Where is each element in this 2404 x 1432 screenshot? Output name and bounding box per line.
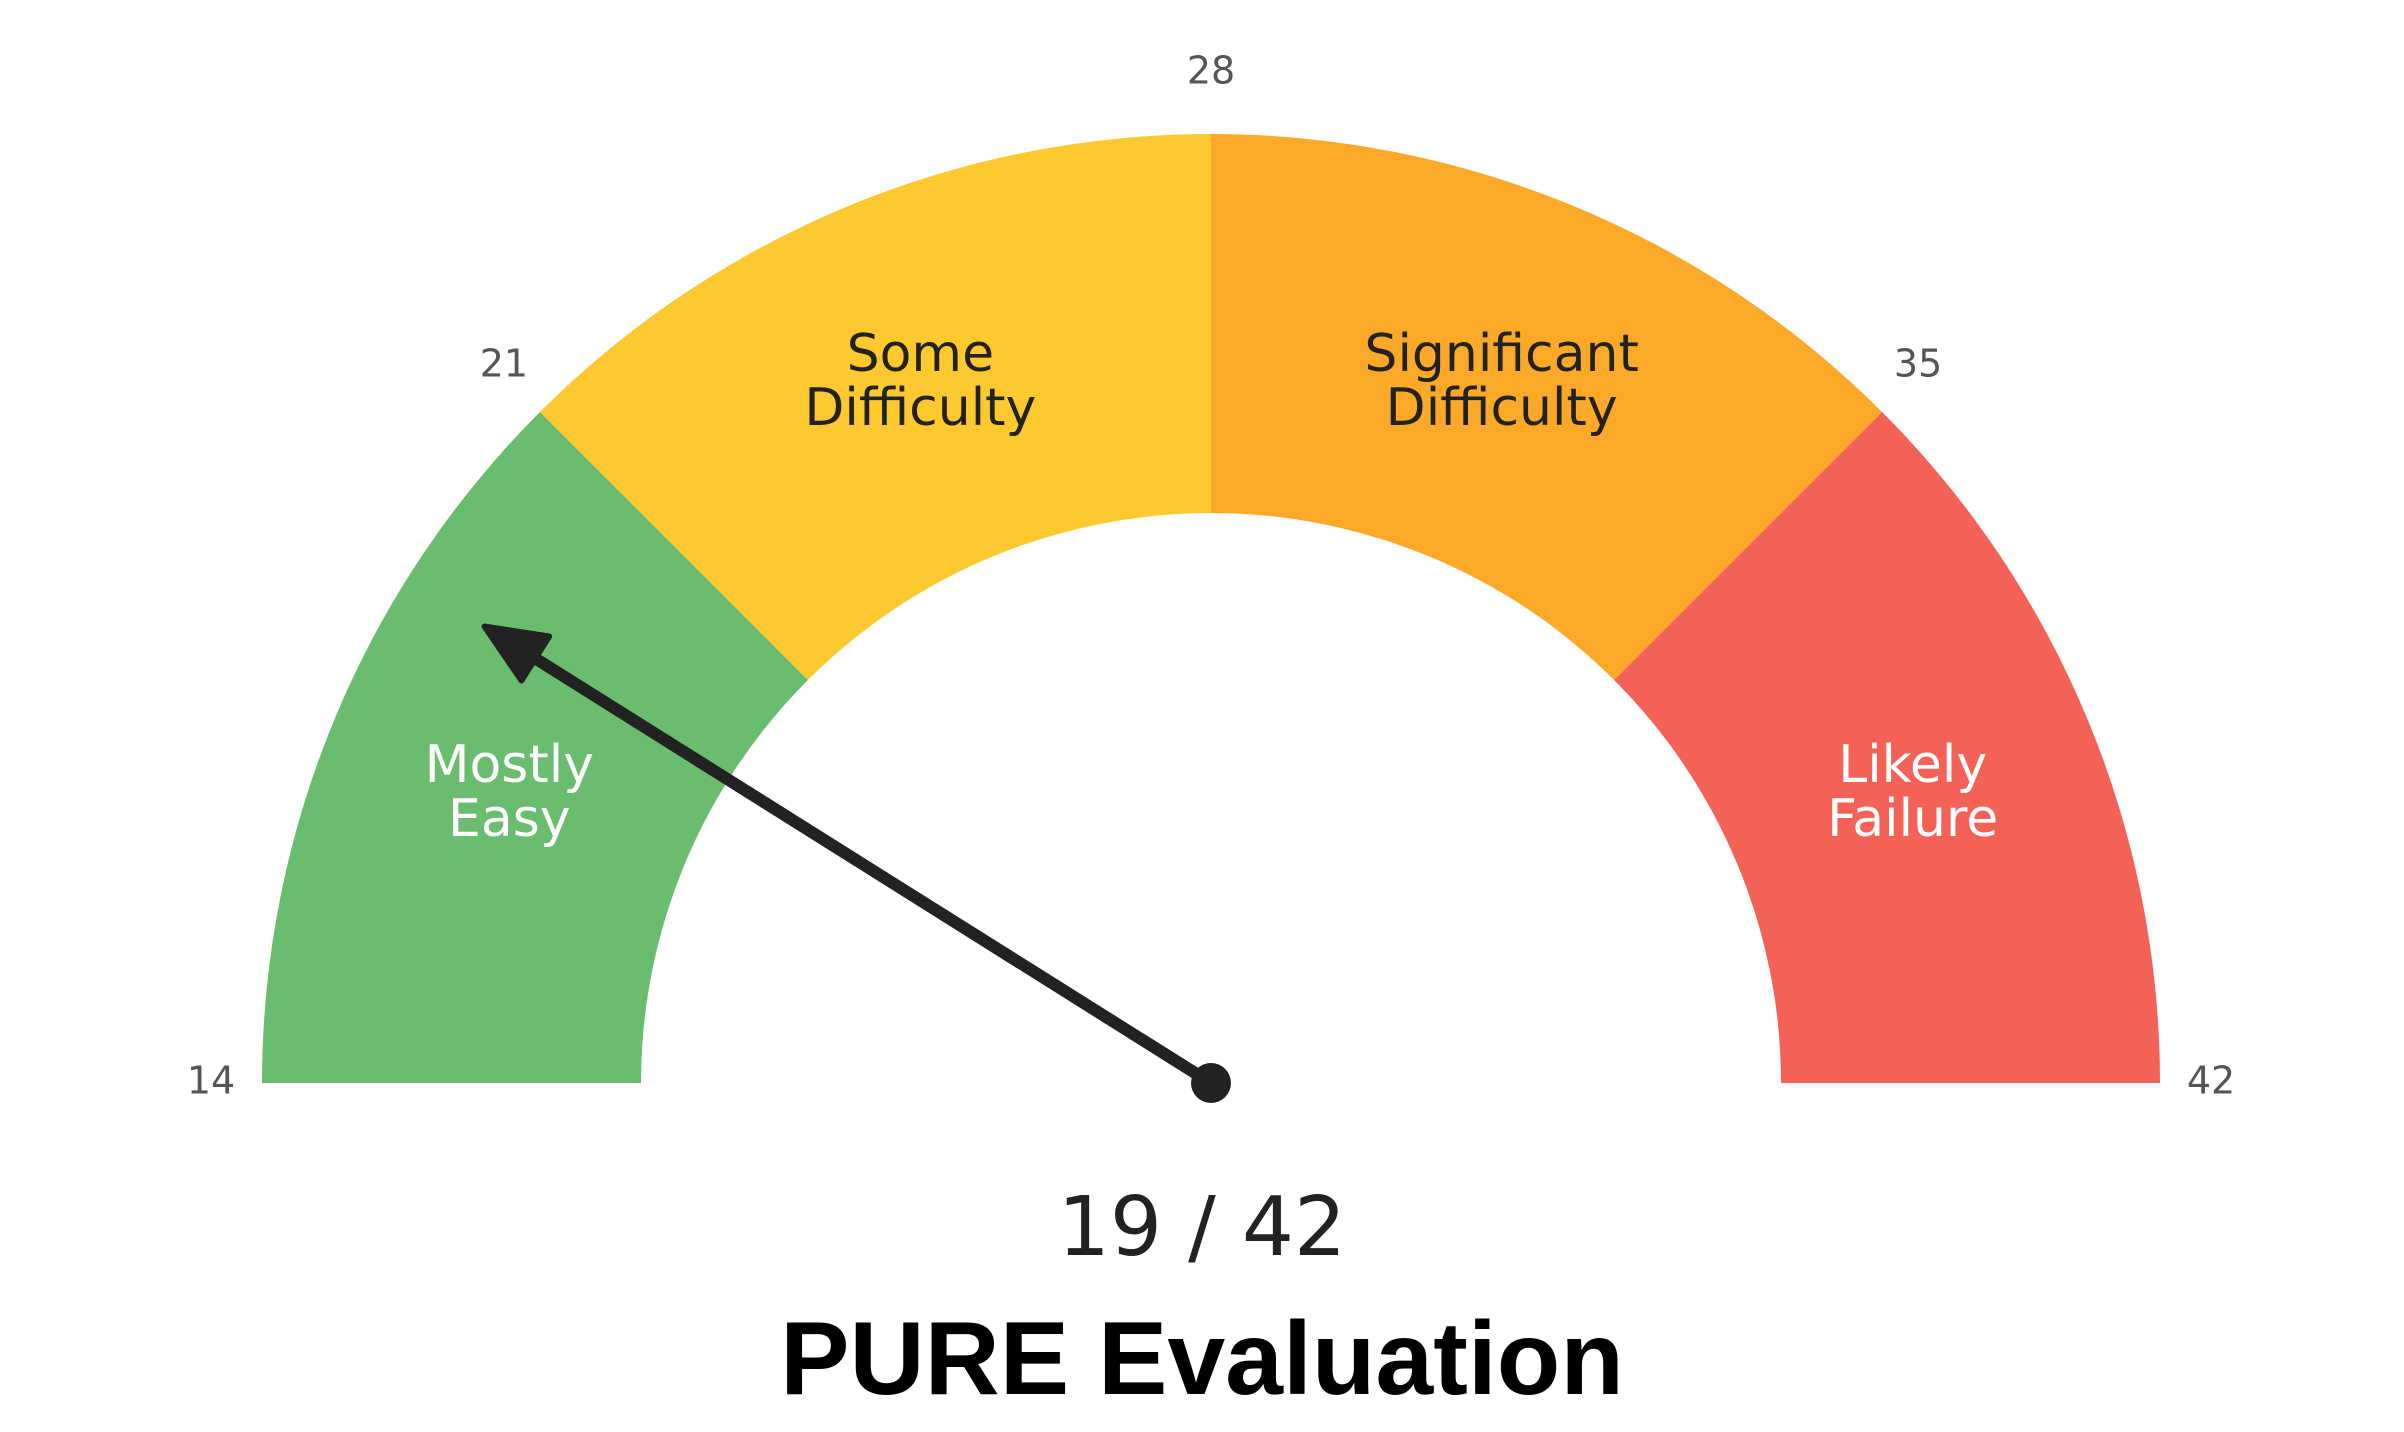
band-label: Significant Difficulty <box>1364 324 1639 439</box>
chart-title: PURE Evaluation <box>780 1301 1624 1417</box>
gauge-band <box>1211 134 1883 680</box>
band-label: Some Difficulty <box>804 324 1037 439</box>
tick-label: 42 <box>2187 1059 2235 1103</box>
needle <box>532 653 1215 1089</box>
gauge-band <box>1614 411 2160 1083</box>
needle-hub <box>1191 1063 1231 1103</box>
value-label: 19 / 42 <box>1057 1180 1347 1275</box>
tick-label: 35 <box>1894 341 1942 385</box>
band-label: Mostly Easy <box>424 735 595 850</box>
tick-label: 28 <box>1187 49 1235 93</box>
tick-label: 21 <box>480 341 528 385</box>
needle-head <box>481 623 553 684</box>
gauge-band <box>262 411 808 1083</box>
tick-label: 14 <box>187 1059 235 1103</box>
band-label: Likely Failure <box>1827 735 1999 850</box>
gauge-band <box>539 134 1211 680</box>
